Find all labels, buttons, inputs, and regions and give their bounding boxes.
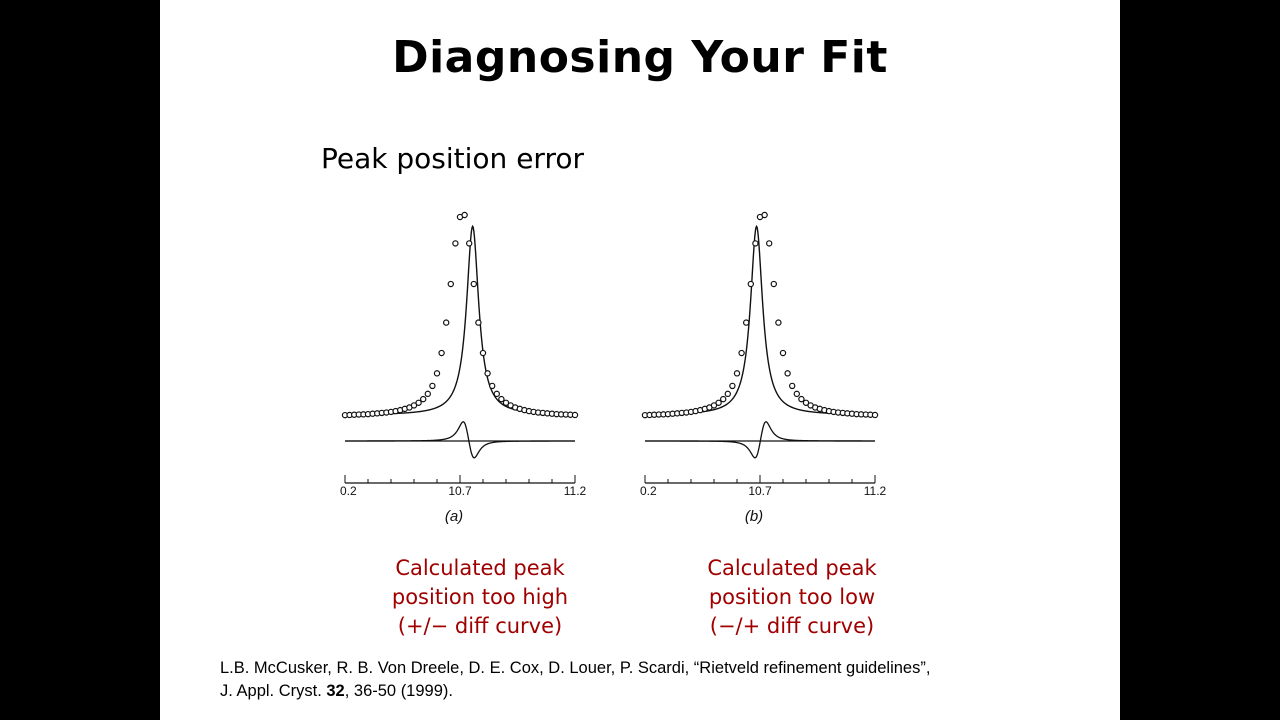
observed-point-b <box>765 240 773 247</box>
caption-b-line-3: (−/+ diff curve) <box>709 614 875 638</box>
reference: L.B. McCusker, R. B. Von Dreele, D. E. C… <box>220 657 930 703</box>
caption-b-line-1: Calculated peak <box>707 556 877 580</box>
observed-point-a <box>438 349 445 357</box>
observed-point-b <box>788 382 796 390</box>
observed-point-a <box>452 240 459 247</box>
observed-point-a <box>419 395 427 403</box>
observed-point-b <box>802 399 810 406</box>
x-tick-label-b: 10.7 <box>748 484 772 498</box>
observed-point-a <box>479 349 487 357</box>
x-tick-label-a: 10.2 <box>340 484 357 498</box>
observed-point-a <box>571 411 579 419</box>
reference-volume: 32 <box>326 682 345 700</box>
observed-point-b <box>798 395 805 403</box>
observed-point-b <box>793 390 800 398</box>
x-tick-label-b: 11.2 <box>864 484 887 498</box>
observed-point-a <box>442 319 450 326</box>
observed-point-a <box>475 319 482 326</box>
observed-point-b <box>752 240 759 247</box>
observed-point-a <box>488 382 496 390</box>
observed-point-a <box>415 399 422 406</box>
observed-point-b <box>710 402 718 409</box>
observed-point-a <box>429 382 436 390</box>
observed-point-b <box>775 319 782 326</box>
caption-a-line-3: (+/− diff curve) <box>397 614 563 638</box>
observed-point-a <box>461 211 468 219</box>
reference-line-1: L.B. McCusker, R. B. Von Dreele, D. E. C… <box>220 659 931 677</box>
panel-label-b: (b) <box>745 508 763 525</box>
caption-a: Calculated peak position too high (+/− d… <box>350 554 610 641</box>
observed-point-a <box>502 399 510 406</box>
reference-pages-year: , 36-50 (1999). <box>344 682 453 700</box>
slide: Diagnosing Your Fit Peak position error … <box>160 0 1120 720</box>
observed-point-b <box>719 395 727 403</box>
x-tick-label-a: 10.7 <box>448 484 472 498</box>
caption-a-line-2: position too high <box>391 585 569 609</box>
observed-point-b <box>871 411 879 419</box>
observed-point-b <box>724 390 732 398</box>
slide-subtitle: Peak position error <box>321 142 584 175</box>
difference-curve-a <box>345 421 575 459</box>
calculated-profile-b <box>644 224 876 416</box>
observed-point-b <box>779 349 787 357</box>
x-tick-label-a: 11.2 <box>564 484 587 498</box>
observed-point-a <box>424 390 432 398</box>
caption-b-line-2: position too low <box>708 585 876 609</box>
plot-b: 10.2 10.7 11.2 (b) <box>640 211 887 525</box>
observed-point-a <box>470 280 477 288</box>
caption-b: Calculated peak position too low (−/+ di… <box>662 554 922 641</box>
plot-a: 10.2 10.7 11.2 (a) <box>340 211 587 525</box>
observed-point-a <box>433 370 441 377</box>
observed-point-b <box>729 382 736 390</box>
observed-point-a <box>498 395 505 403</box>
x-tick-label-b: 10.2 <box>640 484 657 498</box>
difference-curve-b <box>645 421 875 459</box>
observed-point-a <box>493 390 500 398</box>
observed-point-a <box>447 280 455 288</box>
reference-journal: J. Appl. Cryst. <box>220 682 327 700</box>
observed-point-a <box>410 402 418 409</box>
slide-title: Diagnosing Your Fit <box>392 32 888 83</box>
observed-point-b <box>770 280 777 288</box>
observed-point-b <box>784 370 791 377</box>
observed-point-b <box>747 280 755 288</box>
observed-point-b <box>715 399 722 406</box>
observed-point-b <box>733 370 741 377</box>
reference-line-2: J. Appl. Cryst. 32, 36-50 (1999). <box>220 680 930 703</box>
panel-label-a: (a) <box>445 508 463 525</box>
observed-point-b <box>742 319 750 326</box>
observed-point-a <box>465 240 473 247</box>
observed-point-b <box>738 349 745 357</box>
caption-a-line-1: Calculated peak <box>395 556 565 580</box>
calculated-profile-a <box>345 224 576 416</box>
observed-point-a <box>484 370 491 377</box>
observed-point-b <box>761 211 768 219</box>
